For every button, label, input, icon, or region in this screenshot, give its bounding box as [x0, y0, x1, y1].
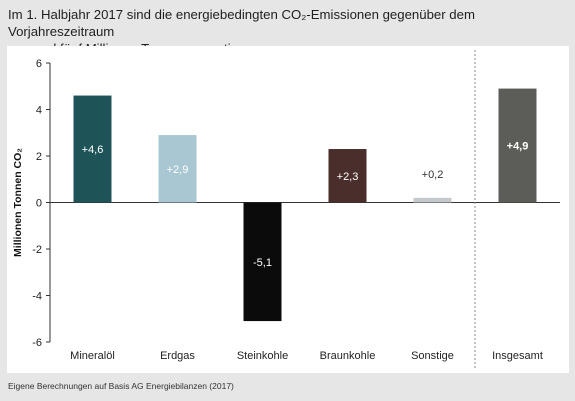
data-label: +2,9 — [167, 164, 189, 176]
data-label: +2,3 — [337, 171, 359, 183]
bar-mineral-l — [73, 95, 112, 203]
data-label: +4,9 — [507, 141, 529, 153]
y-tick-label: 2 — [36, 151, 42, 163]
y-tick-label: 6 — [36, 58, 42, 70]
data-label: -5,1 — [253, 257, 272, 269]
x-tick-label: Mineralöl — [70, 350, 115, 362]
x-tick-label: Insgesamt — [492, 350, 543, 362]
bar-steinkohle — [243, 202, 282, 322]
data-label: +4,6 — [82, 144, 104, 156]
y-tick-label: -2 — [32, 244, 42, 256]
y-tick-label: 4 — [36, 105, 42, 117]
y-tick-label: -6 — [32, 337, 42, 349]
x-tick-label: Braunkohle — [320, 350, 376, 362]
bar-sonstige — [413, 197, 452, 203]
data-label: +0,2 — [422, 169, 444, 181]
x-tick-label: Steinkohle — [237, 350, 288, 362]
bar-braunkohle — [328, 149, 367, 203]
source-note: Eigene Berechnungen auf Basis AG Energie… — [8, 381, 234, 391]
x-tick-label: Sonstige — [411, 350, 454, 362]
y-tick-label: -4 — [32, 291, 42, 303]
x-tick-label: Erdgas — [160, 350, 195, 362]
bar-erdgas — [158, 135, 197, 203]
y-axis-title: Millionen Tonnen CO₂ — [12, 148, 24, 257]
y-tick-label: 0 — [36, 198, 42, 210]
bar-insgesamt — [498, 88, 537, 203]
title-line-1: Im 1. Halbjahr 2017 sind die energiebedi… — [8, 7, 475, 39]
